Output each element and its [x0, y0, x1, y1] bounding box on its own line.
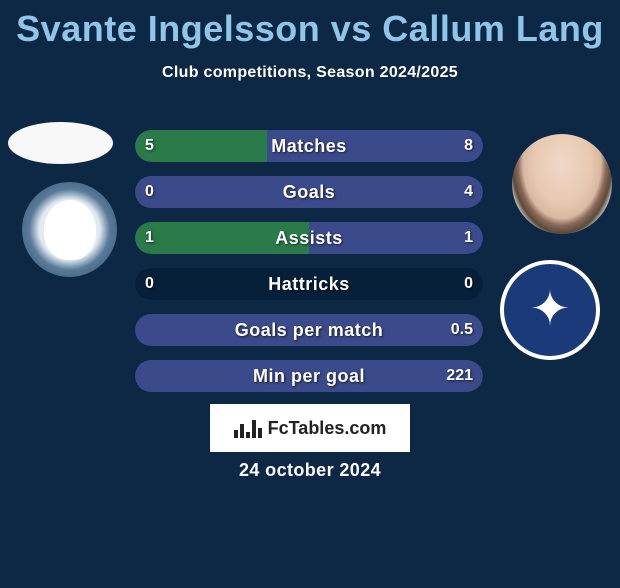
- stat-row: 58Matches: [135, 130, 483, 162]
- player-right-avatar: [512, 134, 612, 234]
- stat-label: Goals: [135, 176, 483, 208]
- subtitle: Club competitions, Season 2024/2025: [0, 64, 620, 82]
- stat-label: Hattricks: [135, 268, 483, 300]
- date-label: 24 october 2024: [0, 460, 620, 481]
- comparison-bars: 58Matches 04Goals 11Assists 00Hattricks 0.5G…: [135, 130, 483, 406]
- club-right-badge: ✦: [500, 260, 600, 360]
- fctables-label: FcTables.com: [268, 418, 387, 439]
- star-icon: ✦: [530, 286, 570, 334]
- barchart-icon: [234, 418, 262, 438]
- page-title: Svante Ingelsson vs Callum Lang: [0, 8, 620, 50]
- stat-row: 11Assists: [135, 222, 483, 254]
- stat-row: 221Min per goal: [135, 360, 483, 392]
- club-left-inner-icon: [44, 200, 96, 260]
- stat-row: 00Hattricks: [135, 268, 483, 300]
- fctables-badge: FcTables.com: [210, 404, 410, 452]
- stat-label: Goals per match: [135, 314, 483, 346]
- stat-row: 04Goals: [135, 176, 483, 208]
- stat-label: Assists: [135, 222, 483, 254]
- stat-label: Min per goal: [135, 360, 483, 392]
- club-left-badge: [22, 182, 117, 277]
- stat-label: Matches: [135, 130, 483, 162]
- stat-row: 0.5Goals per match: [135, 314, 483, 346]
- player-left-avatar: [8, 122, 113, 164]
